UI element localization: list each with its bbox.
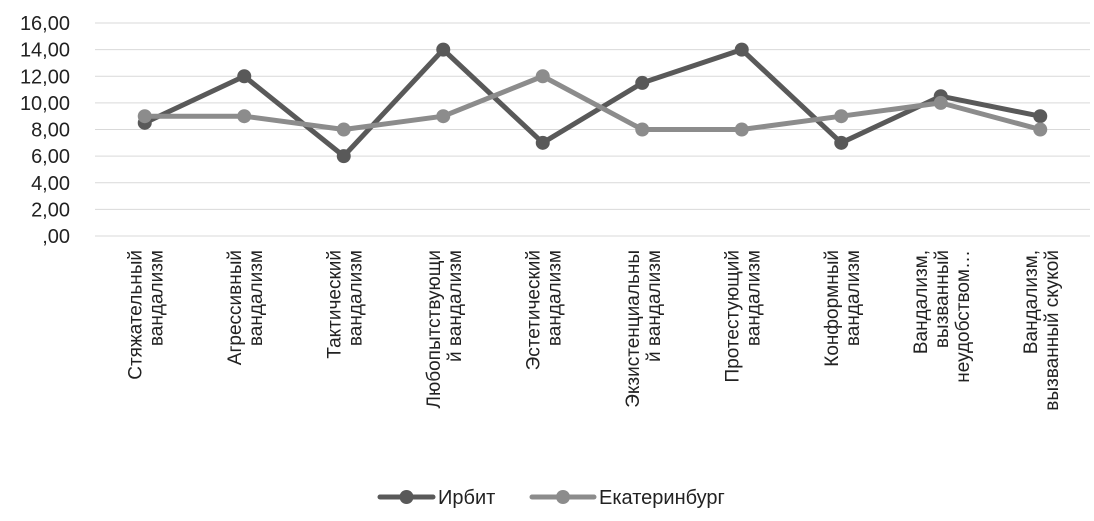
data-point — [237, 109, 252, 124]
x-tick-label: Эстетический вандализм — [523, 250, 565, 370]
series-line-2 — [142, 73, 1043, 132]
x-tick-label-line: Агрессивный — [225, 250, 246, 365]
x-tick-label: Стяжательный вандализм — [125, 250, 167, 380]
x-tick-label: Конформный вандализм — [822, 250, 864, 367]
x-tick-label-line: вандализм — [544, 250, 565, 346]
data-point — [834, 135, 849, 150]
data-point — [834, 109, 849, 124]
y-tick-label: 6,00 — [31, 146, 70, 168]
x-tick-label-line: вандализм — [345, 250, 366, 346]
data-point — [734, 42, 749, 57]
x-tick-label-line: Эстетический — [523, 250, 544, 370]
data-point — [436, 42, 451, 57]
data-point — [635, 75, 650, 90]
x-tick-label: Вандализм, вызванный неудобством… — [911, 250, 974, 383]
x-tick-label-line: вандализм — [743, 250, 764, 346]
x-tick-label-line: й вандализм — [445, 250, 466, 362]
data-point — [635, 122, 650, 137]
x-tick-label-line: вандализм — [843, 250, 864, 346]
x-tick-label: Тактический вандализм — [324, 250, 366, 359]
legend-label-2: Екатеринбург — [599, 487, 725, 509]
x-tick-label-line: Тактический — [324, 250, 345, 359]
data-point — [237, 69, 252, 84]
x-tick-label-line: Вандализм, — [911, 250, 932, 354]
x-tick-label: Вандализм, вызванный скукой — [1021, 250, 1063, 411]
legend-marker-2 — [556, 490, 570, 504]
legend-marker-1 — [399, 490, 414, 504]
y-tick-label: 14,00 — [20, 40, 70, 62]
x-tick-label: Экзистенциальны й вандализм — [623, 250, 665, 408]
x-tick-label-line: Экзистенциальны — [623, 250, 644, 408]
y-tick-label: 8,00 — [31, 120, 70, 142]
y-axis-ticks: 16,00 14,00 12,00 10,00 8,00 6,00 4,00 2,00 ,00 — [20, 13, 70, 248]
x-tick-label-line: Любопытствующи — [424, 250, 445, 408]
x-tick-label-line: Протестующий — [722, 250, 743, 382]
y-tick-label: 2,00 — [31, 199, 70, 221]
x-axis-ticks: Стяжательный вандализм Агрессивный вандализ… — [125, 250, 1063, 411]
x-tick-label-line: Конформный — [822, 250, 843, 367]
x-tick-label-line: вандализм — [146, 250, 167, 346]
x-tick-label: Протестующий вандализм — [722, 250, 764, 382]
y-tick-label: ,00 — [42, 226, 70, 248]
y-tick-label: 12,00 — [20, 66, 70, 88]
x-tick-label-line: вызванный — [932, 250, 953, 348]
x-tick-label-line: й вандализм — [644, 250, 665, 362]
series-line-1 — [142, 47, 1043, 159]
y-tick-label: 4,00 — [31, 173, 70, 195]
data-point — [535, 69, 550, 84]
x-tick-label-line: Стяжательный — [125, 250, 146, 380]
gridlines — [95, 22, 1090, 237]
x-tick-label: Любопытствующи й вандализм — [424, 250, 466, 408]
data-point — [734, 122, 749, 137]
data-point — [336, 122, 351, 137]
x-tick-label: Агрессивный вандализм — [225, 250, 267, 365]
data-point — [1033, 109, 1048, 124]
y-tick-label: 10,00 — [20, 93, 70, 115]
series-lines — [137, 42, 1048, 164]
data-point — [137, 109, 152, 124]
x-tick-label-line: вызванный скукой — [1042, 250, 1063, 411]
data-point — [1033, 122, 1048, 137]
y-tick-label: 16,00 — [20, 13, 70, 35]
x-tick-label-line: вандализм — [246, 250, 267, 346]
data-point — [436, 109, 451, 124]
data-point — [336, 149, 351, 164]
legend: Ирбит Екатеринбург — [377, 487, 725, 509]
data-point — [933, 95, 948, 110]
x-tick-label-line: неудобством… — [953, 250, 974, 383]
legend-label-1: Ирбит — [438, 487, 495, 509]
x-tick-label-line: Вандализм, — [1021, 250, 1042, 354]
data-point — [535, 135, 550, 150]
